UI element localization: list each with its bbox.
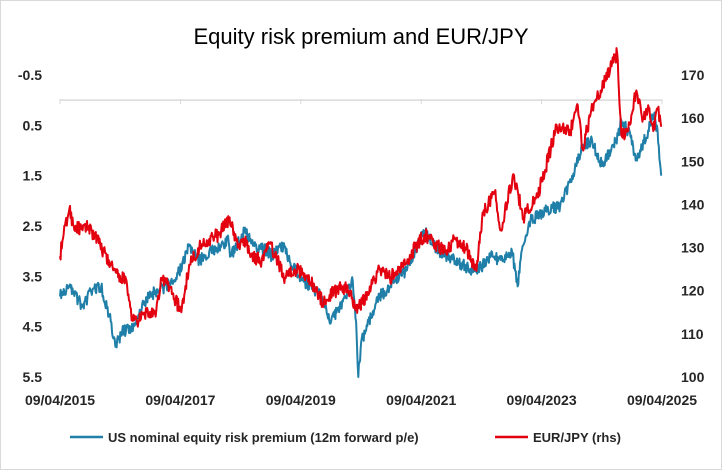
- series-line: [59, 111, 663, 378]
- y-left-tick-label: 1.5: [23, 168, 43, 184]
- x-tick-label: 09/04/2019: [266, 392, 336, 408]
- y-right-tick-label: 100: [681, 369, 705, 385]
- legend: US nominal equity risk premium (12m forw…: [70, 430, 621, 445]
- y-right-tick-label: 110: [681, 326, 704, 342]
- y-right-tick-label: 130: [681, 240, 705, 256]
- y-right-tick-label: 150: [681, 153, 705, 169]
- axes: 09/04/2015 09/04/2017 09/04/2019 09/04/2021…: [18, 67, 705, 408]
- legend-label: EUR/JPY (rhs): [533, 430, 621, 445]
- series-layer: [59, 47, 663, 378]
- x-tick-label: 09/04/2017: [145, 392, 215, 408]
- y-left-tick-label: 0.5: [23, 117, 43, 133]
- x-tick-label: 09/04/2023: [507, 392, 577, 408]
- y-left-tick-label: 2.5: [23, 218, 43, 234]
- y-left-tick-label: 3.5: [23, 268, 43, 284]
- y-right-tick-label: 140: [681, 196, 705, 212]
- x-tick-label: 09/04/2021: [386, 392, 456, 408]
- y-left-tick-label: 5.5: [23, 369, 43, 385]
- y-left-tick-label: -0.5: [18, 67, 42, 83]
- chart-title: Equity risk premium and EUR/JPY: [194, 24, 529, 49]
- legend-label: US nominal equity risk premium (12m forw…: [108, 430, 419, 445]
- y-right-tick-label: 120: [681, 283, 705, 299]
- x-tick-label: 09/04/2025: [627, 392, 697, 408]
- y-right-tick-label: 170: [681, 67, 705, 83]
- series-line: [59, 47, 663, 328]
- y-right-tick-label: 160: [681, 110, 705, 126]
- x-tick-label: 09/04/2015: [25, 392, 95, 408]
- y-left-tick-label: 4.5: [23, 319, 43, 335]
